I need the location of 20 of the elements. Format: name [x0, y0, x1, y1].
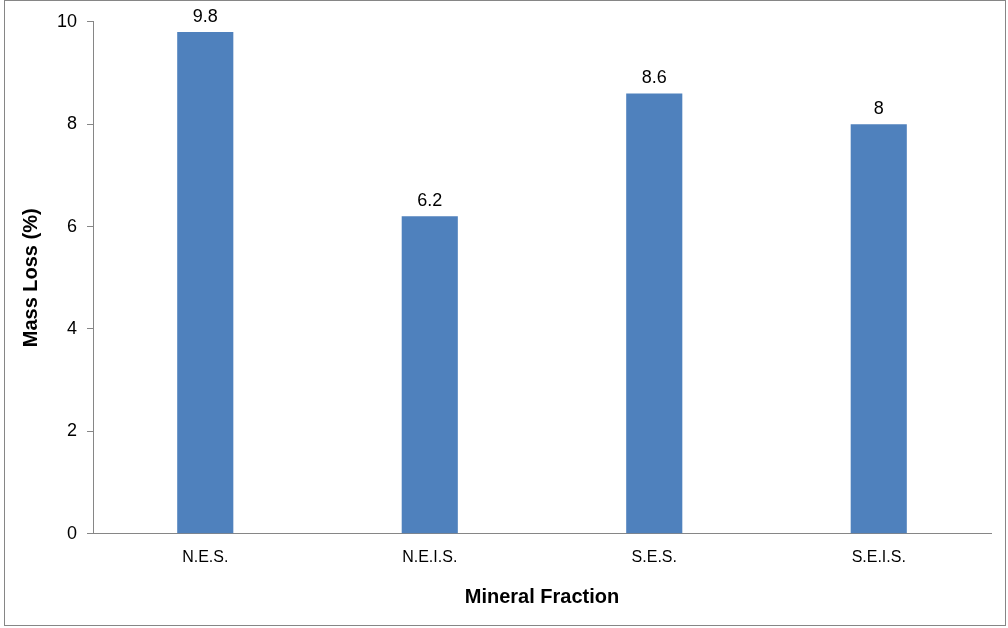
y-axis-title: Mass Loss (%) — [18, 208, 41, 348]
bar — [626, 93, 683, 534]
y-tick-label: 6 — [67, 215, 78, 236]
bar — [850, 124, 907, 534]
data-label: 8 — [873, 98, 884, 119]
data-label: 8.6 — [641, 67, 667, 88]
y-tick-label: 4 — [67, 317, 78, 338]
y-tick-label: 0 — [67, 522, 78, 543]
data-label: 6.2 — [417, 190, 443, 211]
x-axis-title: Mineral Fraction — [464, 584, 620, 607]
y-tick-label: 10 — [56, 10, 78, 31]
data-label: 9.8 — [192, 6, 218, 27]
y-tick-label: 8 — [67, 113, 78, 134]
y-tick-label: 2 — [67, 420, 78, 441]
x-tick-label: S.E.I.S. — [851, 547, 906, 565]
x-tick-label: N.E.I.S. — [402, 547, 458, 565]
bar — [177, 32, 234, 534]
bar — [401, 216, 458, 534]
x-tick-label: N.E.S. — [182, 547, 229, 565]
x-tick-label: S.E.S. — [631, 547, 677, 565]
